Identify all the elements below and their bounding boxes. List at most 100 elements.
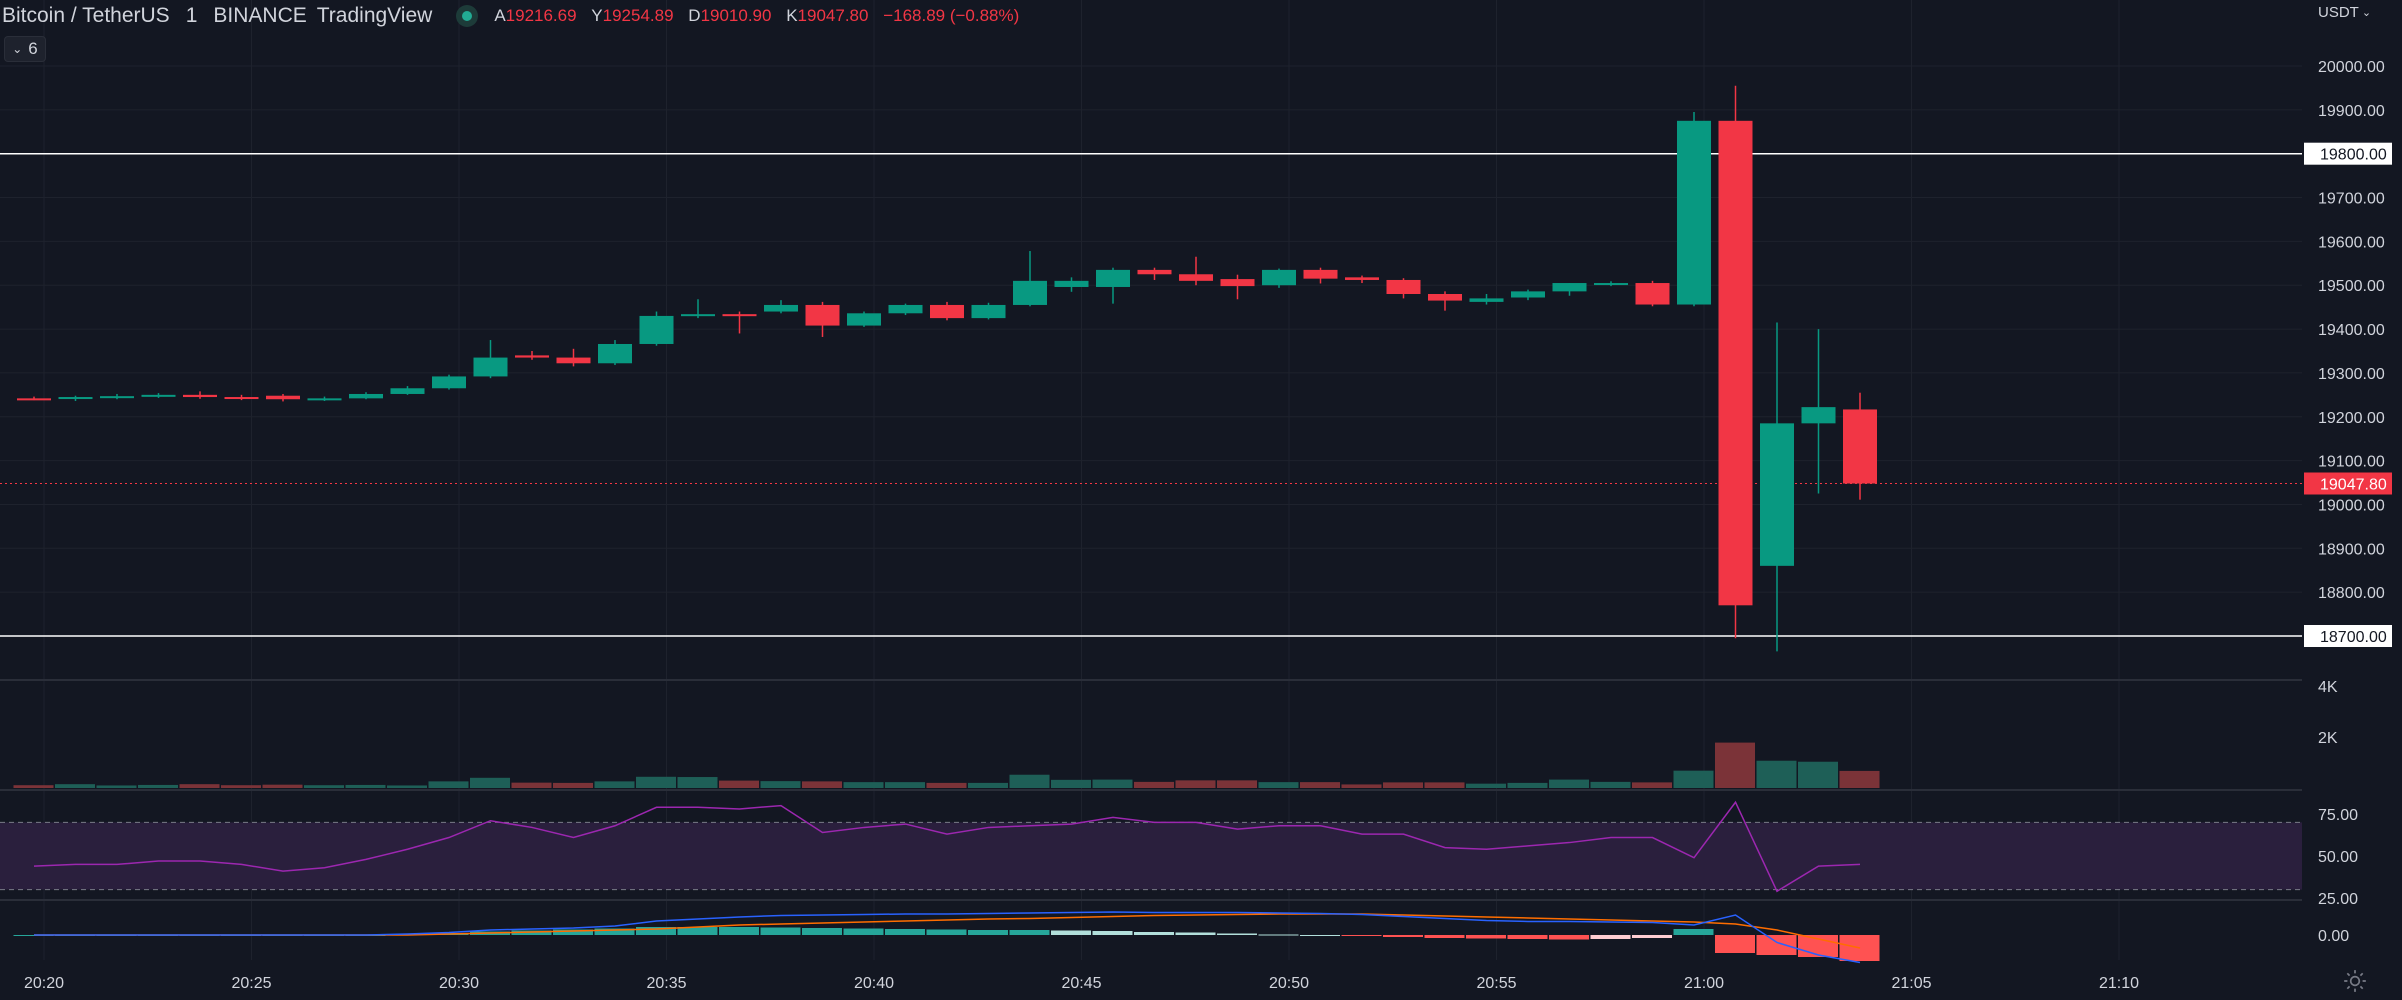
time-axis-label: 21:10 (2099, 975, 2139, 992)
volume-bar (926, 782, 967, 788)
candle-body (1511, 291, 1545, 298)
candle-body (1635, 283, 1670, 305)
volume-bar (1798, 761, 1838, 788)
candle-body (1469, 298, 1504, 302)
volume-bar (13, 785, 54, 788)
level-label-box (2304, 625, 2392, 647)
price-axis-label: 19800.00 (2320, 147, 2387, 164)
symbol-name[interactable]: Bitcoin / TetherUS (2, 4, 170, 27)
gear-icon[interactable] (2342, 968, 2368, 994)
volume-bar (1134, 781, 1174, 788)
volume-bar (1092, 779, 1133, 788)
macd-histogram-bar (1051, 930, 1091, 935)
macd-histogram-bar (1590, 935, 1631, 939)
volume-bar (1549, 779, 1589, 788)
volume-bar (345, 784, 386, 788)
macd-histogram-bar (677, 927, 718, 935)
high-label: Y (591, 6, 603, 25)
volume-bar (1590, 781, 1631, 788)
low-value: 19010.90 (700, 6, 772, 25)
macd-histogram-bar (968, 930, 1008, 935)
macd-histogram-bar (1424, 935, 1465, 938)
low-label: D (688, 6, 701, 25)
price-axis-label: 19400.00 (2318, 322, 2385, 339)
candle-body (141, 394, 176, 397)
volume-bar (1507, 782, 1548, 788)
open-value: 19216.69 (505, 6, 577, 25)
volume-bar (1715, 742, 1755, 788)
time-axis-label: 20:45 (1061, 975, 1101, 992)
macd-histogram-bar (1632, 935, 1672, 938)
volume-bar (1300, 782, 1340, 788)
candle-body (847, 313, 881, 326)
macd-histogram-bar (1673, 929, 1714, 935)
candle-body (681, 314, 715, 317)
time-axis-label: 20:35 (646, 975, 686, 992)
candle-body (1220, 279, 1255, 287)
price-axis-label: 20000.00 (2318, 59, 2385, 76)
candle-body (473, 357, 508, 377)
macd-histogram-bar (1383, 935, 1423, 937)
chevron-down-icon: ⌄ (2361, 6, 2372, 19)
candle-body (390, 388, 425, 394)
volume-bar (677, 777, 718, 788)
change-value: −168.89 (−0.88%) (883, 6, 1020, 25)
macd-histogram-bar (719, 927, 759, 935)
volume-bar (221, 785, 261, 788)
indicators-collapse-button[interactable]: ⌄ 6 (4, 36, 46, 62)
candle-body (1137, 269, 1172, 275)
volume-bar (968, 782, 1008, 788)
macd-histogram-bar (885, 929, 925, 935)
candle-body (1345, 277, 1379, 280)
macd-histogram-bar (1715, 935, 1755, 953)
candle-body (307, 398, 342, 401)
volume-bar (1673, 770, 1714, 788)
open-label: A (494, 6, 506, 25)
time-axis-label: 20:50 (1269, 975, 1309, 992)
volume-bar (304, 785, 344, 788)
market-open-icon[interactable] (456, 5, 479, 27)
close-label: K (786, 6, 798, 25)
macd-histogram-bar (1341, 935, 1382, 936)
price-axis-label: 18700.00 (2320, 629, 2387, 646)
volume-bar (802, 781, 842, 788)
macd-line (34, 911, 1861, 964)
volume-bar (428, 781, 469, 788)
chevron-down-icon: ⌄ (12, 42, 23, 56)
price-axis-label: 19700.00 (2318, 191, 2385, 208)
rsi-axis-label: 50.00 (2318, 849, 2358, 866)
currency-selector[interactable]: USDT ⌄ (2318, 0, 2371, 24)
volume-bar (138, 784, 178, 788)
candle-body (1428, 294, 1462, 301)
provider-label: TradingView (316, 4, 433, 27)
macd-histogram-bar (553, 929, 593, 935)
volume-bar (1175, 780, 1216, 788)
volume-bar (1466, 783, 1506, 788)
ohlc-values: A19216.69 Y19254.89 D19010.90 K19047.80 … (494, 6, 1019, 26)
volume-bar (179, 784, 220, 788)
candle-body (1801, 407, 1836, 424)
candle-body (556, 357, 591, 364)
macd-histogram-bar (636, 927, 676, 935)
interval-label[interactable]: 1 (185, 4, 198, 27)
price-axis-label: 19200.00 (2318, 410, 2385, 427)
rsi-axis-label: 75.00 (2318, 807, 2358, 824)
volume-bar (511, 782, 552, 788)
candle-body (1677, 120, 1711, 305)
candle-body (349, 393, 383, 399)
candle-body (100, 396, 134, 399)
macd-histogram-bar (1300, 935, 1340, 936)
volume-bar (885, 782, 925, 788)
price-axis-label: 18800.00 (2318, 585, 2385, 602)
currency-label: USDT (2318, 3, 2359, 21)
macd-histogram-bar (926, 929, 967, 935)
macd-histogram-bar (1466, 935, 1506, 939)
time-axis-label: 21:05 (1891, 975, 1931, 992)
candle-body (1386, 279, 1421, 294)
price-axis-label: 19000.00 (2318, 497, 2385, 514)
volume-bar (843, 782, 884, 788)
price-axis-label: 19300.00 (2318, 366, 2385, 383)
candle-body (183, 394, 217, 398)
macd-histogram-bar (1217, 933, 1257, 935)
